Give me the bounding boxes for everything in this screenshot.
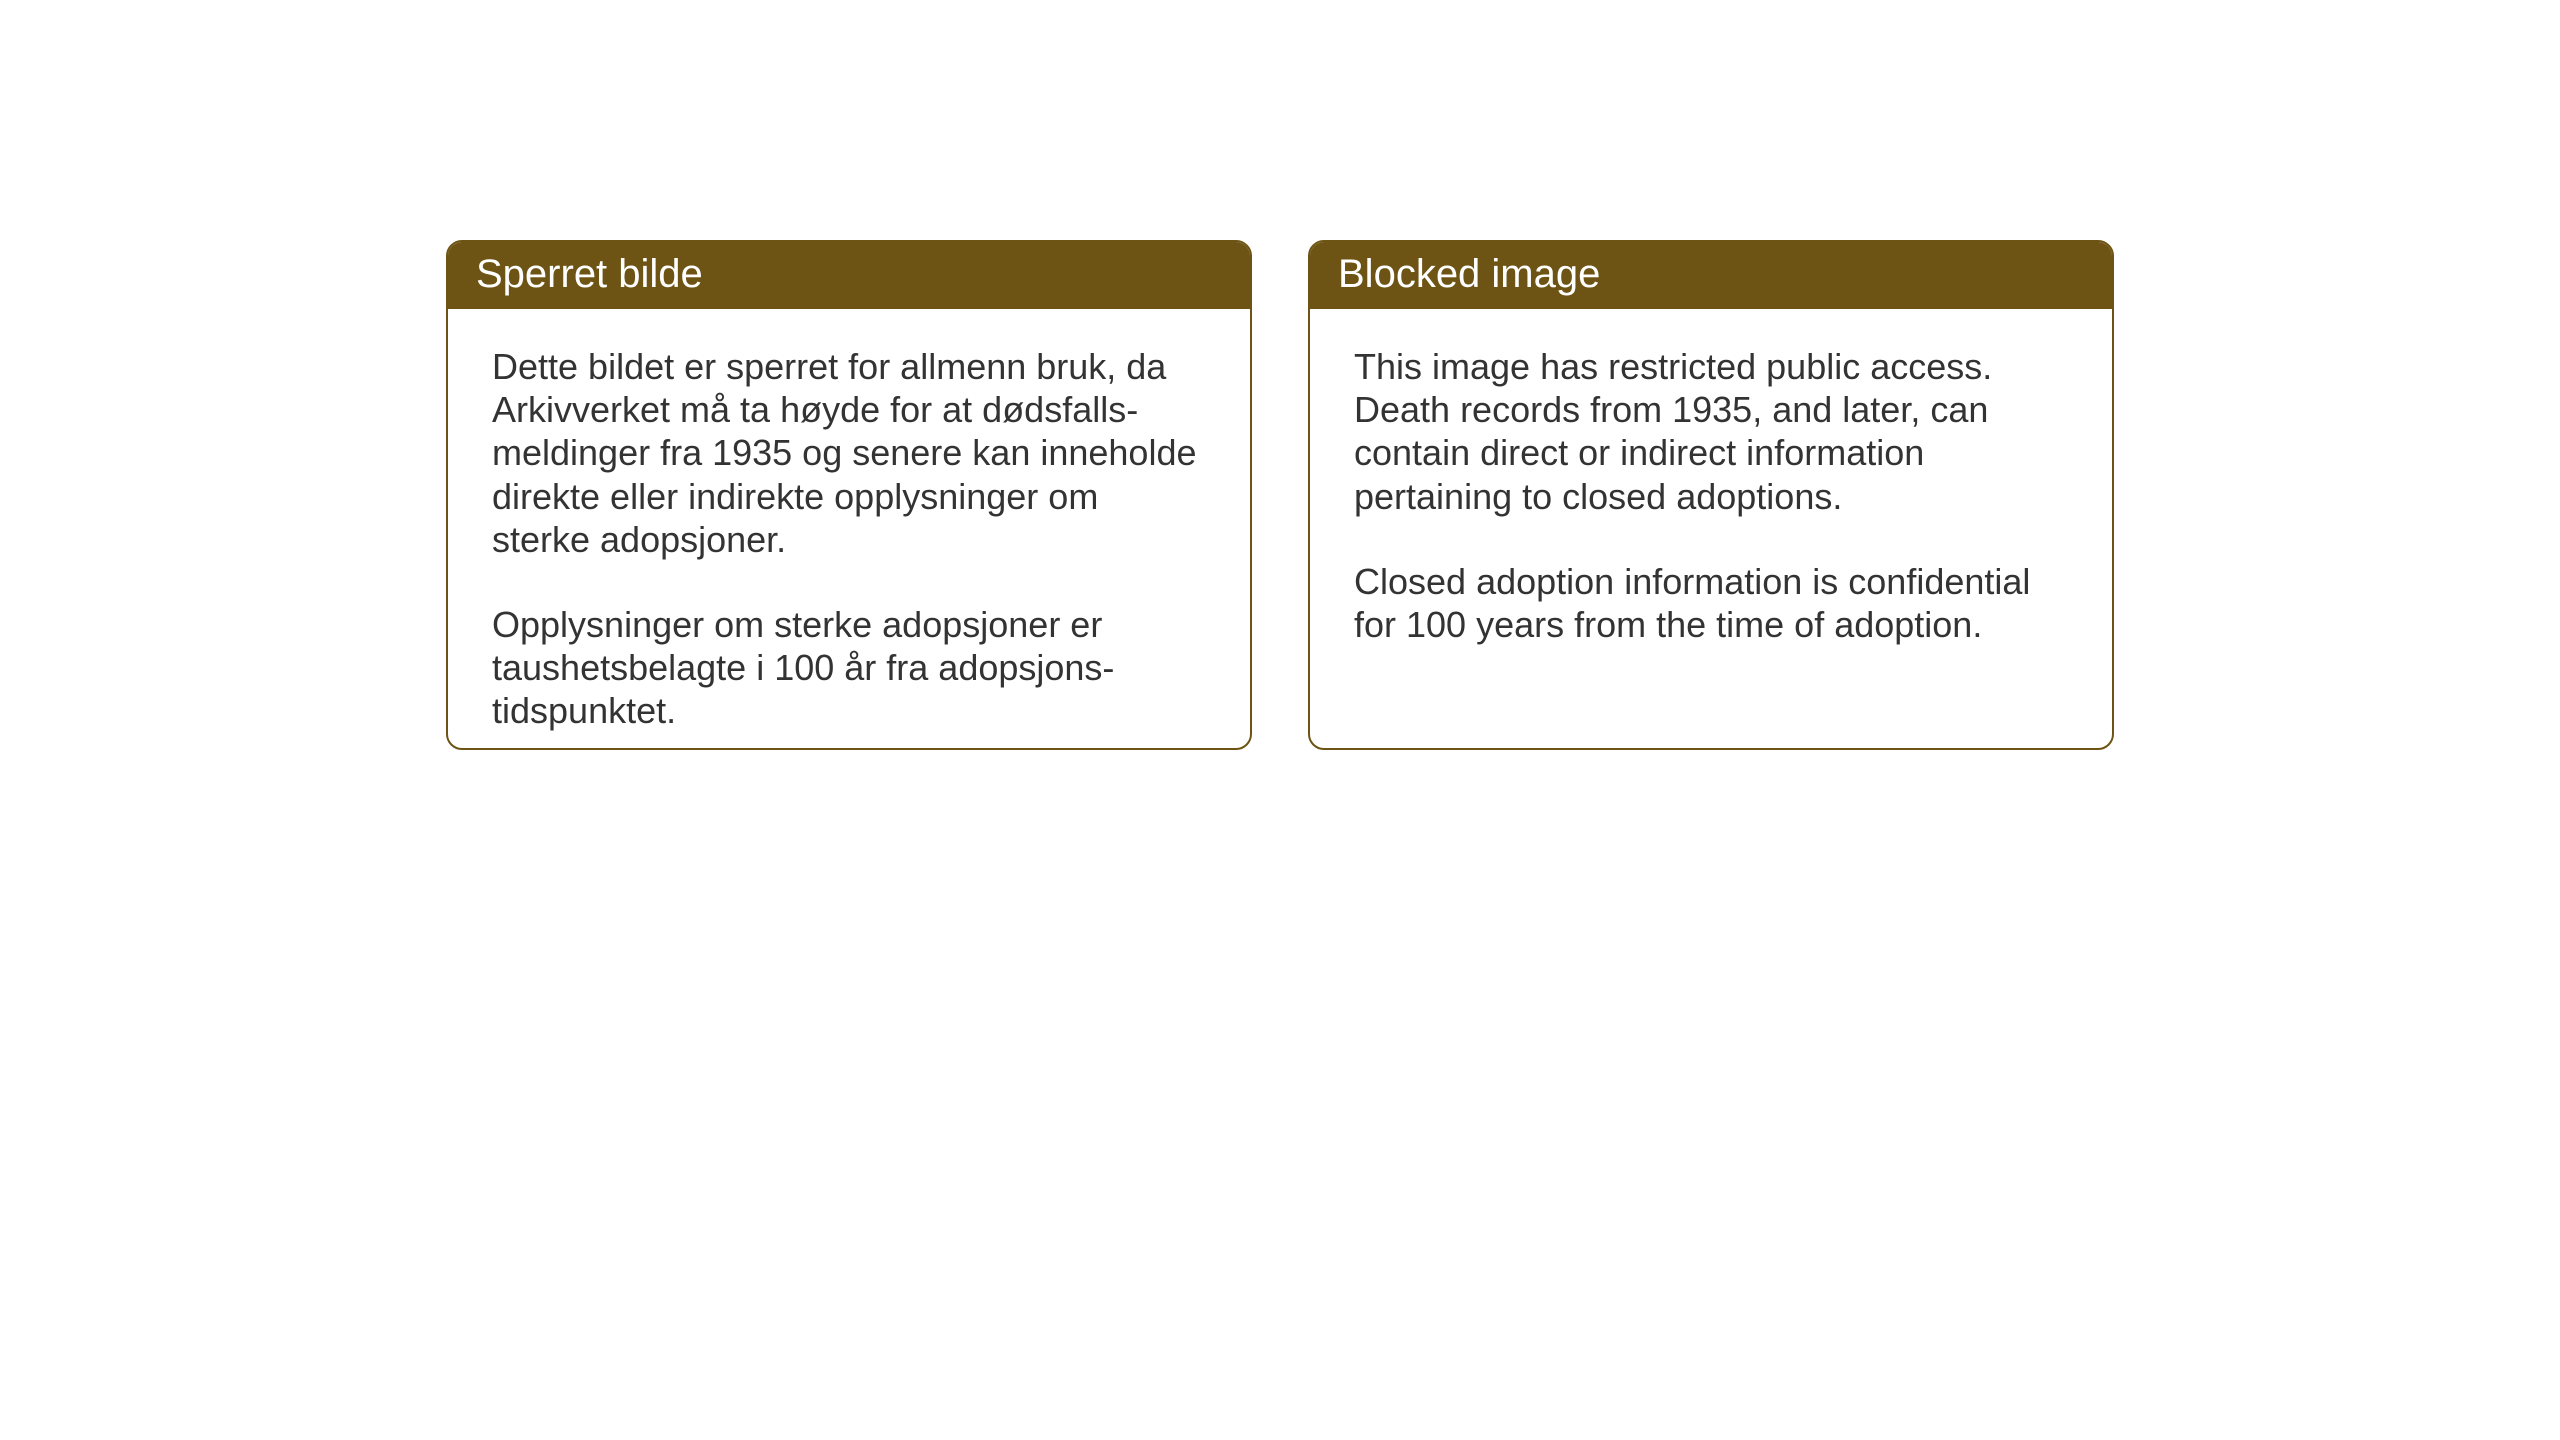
card-norwegian: Sperret bilde Dette bildet er sperret fo… (446, 240, 1252, 750)
card-body-norwegian: Dette bildet er sperret for allmenn bruk… (448, 309, 1250, 750)
card-english: Blocked image This image has restricted … (1308, 240, 2114, 750)
card-body-english: This image has restricted public access.… (1310, 309, 2112, 682)
card-paragraph-1-english: This image has restricted public access.… (1354, 345, 2068, 518)
card-header-norwegian: Sperret bilde (448, 242, 1250, 309)
card-paragraph-2-english: Closed adoption information is confident… (1354, 560, 2068, 646)
card-title-norwegian: Sperret bilde (476, 252, 703, 296)
card-title-english: Blocked image (1338, 252, 1600, 296)
card-paragraph-1-norwegian: Dette bildet er sperret for allmenn bruk… (492, 345, 1206, 561)
card-paragraph-2-norwegian: Opplysninger om sterke adopsjoner er tau… (492, 603, 1206, 733)
cards-container: Sperret bilde Dette bildet er sperret fo… (446, 240, 2114, 750)
card-header-english: Blocked image (1310, 242, 2112, 309)
